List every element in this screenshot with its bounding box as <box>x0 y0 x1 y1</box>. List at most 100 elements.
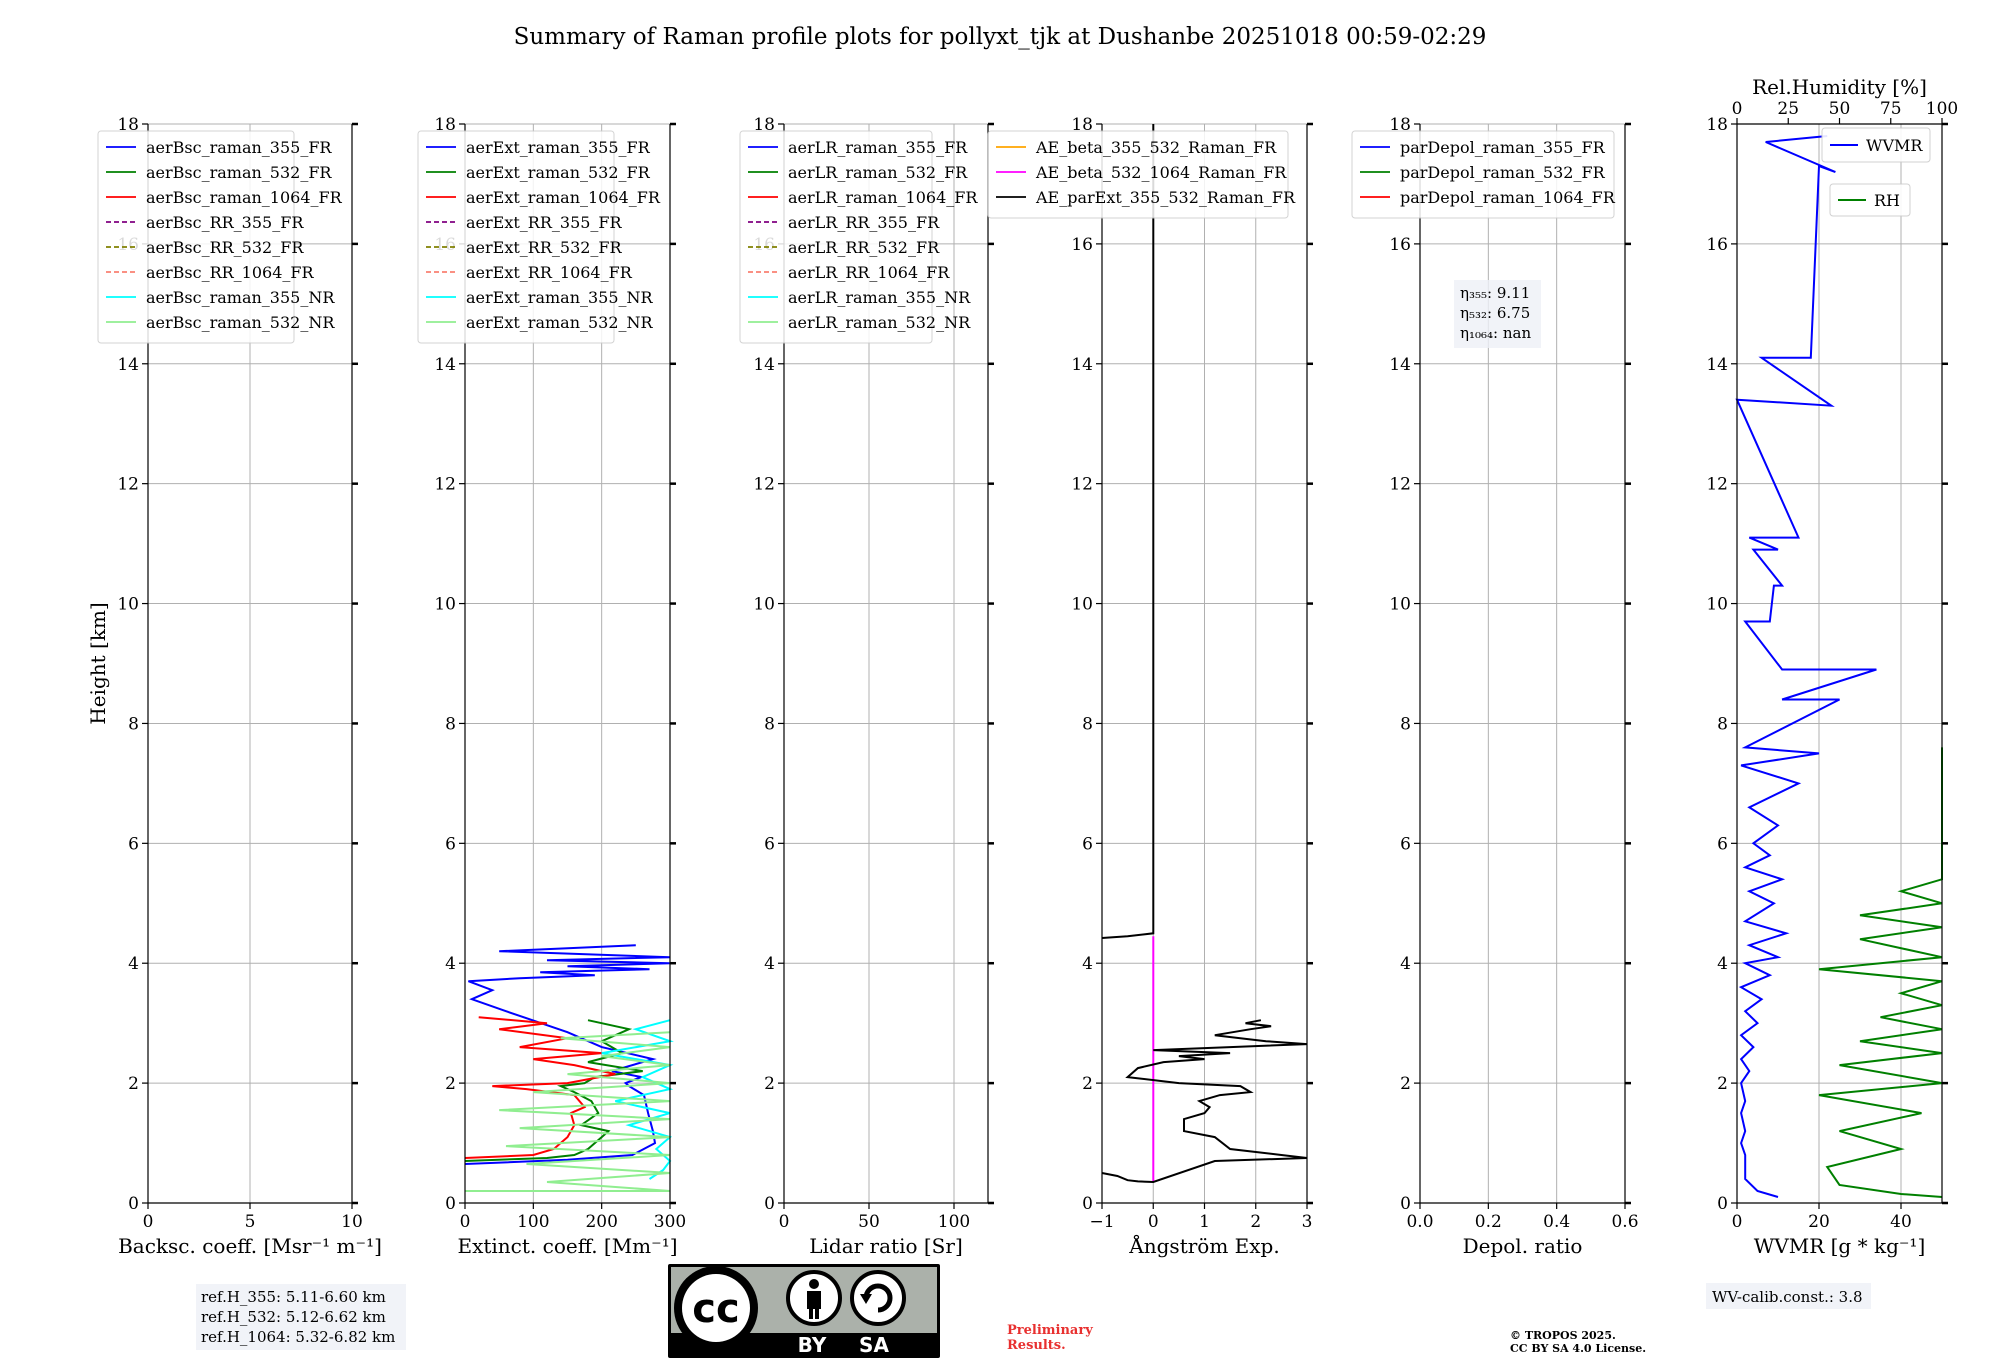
legend-label: RH <box>1874 191 1900 210</box>
x-tick-label: 2 <box>1250 1212 1261 1232</box>
x-tick-label: 0 <box>1148 1212 1159 1232</box>
x-tick-label: 10 <box>341 1212 363 1232</box>
legend-label: aerBsc_raman_532_FR <box>146 163 332 182</box>
y-tick-label: 6 <box>764 834 775 854</box>
legend-label: aerLR_raman_1064_FR <box>788 188 978 207</box>
legend-box <box>739 130 933 344</box>
legend-box <box>1821 127 1931 163</box>
y-tick-label: 14 <box>1706 355 1728 375</box>
legend-label: aerExt_raman_355_FR <box>466 138 651 157</box>
legend-label: aerLR_raman_532_NR <box>788 313 971 332</box>
x-tick-label: 0 <box>143 1212 154 1232</box>
y-tick-label: 4 <box>764 954 775 974</box>
y-tick-label: 2 <box>1717 1074 1728 1094</box>
x-axis-label: Backsc. coeff. [Msr⁻¹ m⁻¹] <box>118 1234 382 1258</box>
y-axis-label: Height [km] <box>86 602 110 724</box>
legend: WVMR RH <box>1821 127 1931 217</box>
legend: aerBsc_raman_355_FR aerBsc_raman_532_FRae… <box>97 130 343 344</box>
legend-label: aerExt_RR_1064_FR <box>466 263 633 282</box>
legend-label: WVMR <box>1866 136 1923 155</box>
legend-label: aerBsc_raman_355_NR <box>146 288 335 307</box>
legend-label: aerExt_raman_355_NR <box>466 288 654 307</box>
y-tick-label: 0 <box>1082 1194 1093 1214</box>
legend-label: aerExt_RR_532_FR <box>466 238 623 257</box>
y-tick-label: 6 <box>1400 834 1411 854</box>
x-top-tick-label: 25 <box>1777 99 1799 119</box>
x-top-tick-label: 75 <box>1880 99 1902 119</box>
x-top-tick-label: 100 <box>1926 99 1958 119</box>
x-axis-label: Ångström Exp. <box>1128 1233 1279 1258</box>
y-tick-label: 4 <box>128 954 139 974</box>
legend-label: aerBsc_RR_1064_FR <box>146 263 315 282</box>
series-AE_parExt_upper <box>1101 124 1155 939</box>
preliminary-line2: Results. <box>1007 1338 1066 1353</box>
legend-label: aerExt_raman_1064_FR <box>466 188 661 207</box>
series-group <box>1101 124 1308 1184</box>
y-tick-label: 12 <box>117 475 139 495</box>
x-top-tick-label: 0 <box>1732 99 1743 119</box>
y-tick-label: 10 <box>1389 595 1411 615</box>
legend-box <box>97 130 295 344</box>
x-tick-label: 300 <box>654 1212 686 1232</box>
legend-label: aerLR_raman_532_FR <box>788 163 968 182</box>
legend-box <box>987 130 1289 219</box>
legend-label: aerExt_raman_532_NR <box>466 313 654 332</box>
copyright-line1: © TROPOS 2025. <box>1510 1329 1616 1342</box>
legend-label: parDepol_raman_532_FR <box>1400 163 1606 182</box>
legend-label: parDepol_raman_355_FR <box>1400 138 1606 157</box>
legend: aerLR_raman_355_FR aerLR_raman_532_FR aerL… <box>739 130 978 344</box>
x-top-tick-label: 50 <box>1829 99 1851 119</box>
y-tick-label: 14 <box>434 355 456 375</box>
legend-label: aerBsc_raman_1064_FR <box>146 188 343 207</box>
legend-label: aerLR_RR_355_FR <box>788 213 940 232</box>
y-tick-label: 10 <box>434 595 456 615</box>
y-tick-label: 12 <box>434 475 456 495</box>
x-tick-label: 40 <box>1890 1212 1912 1232</box>
panel-depol: 0 2 4 6 8 10 12 14 16 18 0.0 0.2 0.4 0.6 Depol. ratio p… <box>1351 115 1639 1258</box>
y-tick-label: 18 <box>117 115 139 135</box>
x-axis-label: Depol. ratio <box>1463 1234 1583 1258</box>
y-tick-label: 8 <box>1400 714 1411 734</box>
y-tick-label: 14 <box>1389 355 1411 375</box>
series-aerExt_raman_532_NR <box>465 1031 671 1192</box>
x-tick-label: 0 <box>779 1212 790 1232</box>
y-tick-label: 0 <box>128 1194 139 1214</box>
y-tick-label: 12 <box>1071 475 1093 495</box>
y-tick-label: 12 <box>1389 475 1411 495</box>
y-tick-label: 18 <box>1389 115 1411 135</box>
legend-label: aerLR_RR_532_FR <box>788 238 940 257</box>
cc-text: cc <box>692 1286 739 1332</box>
y-tick-label: 0 <box>1717 1194 1728 1214</box>
y-tick-label: 2 <box>1082 1074 1093 1094</box>
y-tick-label: 2 <box>128 1074 139 1094</box>
y-tick-label: 12 <box>753 475 775 495</box>
refh-532: ref.H_532: 5.12-6.62 km <box>201 1308 386 1326</box>
series-RH <box>1818 747 1943 1198</box>
legend-label: aerBsc_raman_532_NR <box>146 313 335 332</box>
x-tick-label: 100 <box>938 1212 970 1232</box>
y-tick-label: 14 <box>753 355 775 375</box>
y-tick-label: 18 <box>1071 115 1093 135</box>
legend-label: aerExt_raman_532_FR <box>466 163 651 182</box>
y-tick-label: 8 <box>1717 714 1728 734</box>
series-group <box>1735 135 1943 1198</box>
y-tick-label: 0 <box>764 1194 775 1214</box>
preliminary-line1: Preliminary <box>1007 1323 1093 1338</box>
y-tick-label: 8 <box>445 714 456 734</box>
y-tick-label: 14 <box>1071 355 1093 375</box>
y-tick-label: 10 <box>753 595 775 615</box>
x-tick-label: 0.6 <box>1611 1212 1638 1232</box>
y-tick-label: 4 <box>1082 954 1093 974</box>
y-tick-label: 10 <box>1706 595 1728 615</box>
panels: 0246810121416180510Backsc. coeff. [Msr⁻¹… <box>86 75 1958 1258</box>
eta-1064: η₁₀₆₄: nan <box>1460 324 1531 342</box>
copyright-line2: CC BY SA 4.0 License. <box>1510 1342 1646 1355</box>
wv-calib-text: WV-calib.const.: 3.8 <box>1712 1288 1863 1306</box>
y-tick-label: 10 <box>117 595 139 615</box>
legend-label: AE_beta_355_532_Raman_FR <box>1035 138 1277 157</box>
legend-box <box>1829 183 1911 217</box>
x-axis-label: WVMR [g * kg⁻¹] <box>1754 1234 1926 1258</box>
x-axis-label: Extinct. coeff. [Mm⁻¹] <box>457 1234 677 1258</box>
